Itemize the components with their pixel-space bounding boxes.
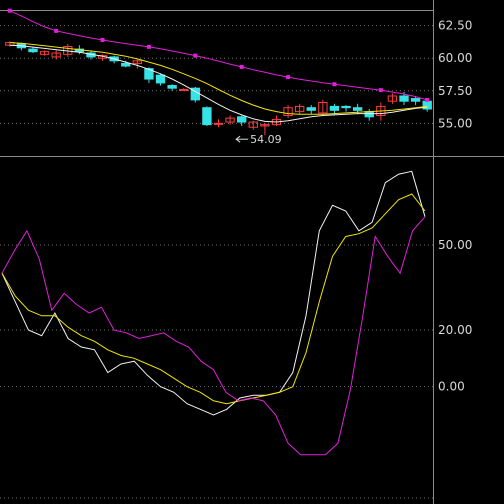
candle-down xyxy=(352,107,363,111)
candle-down xyxy=(28,48,38,53)
candle-up xyxy=(179,88,189,91)
candle-up xyxy=(248,121,258,128)
candle-up xyxy=(260,124,270,127)
candle-down xyxy=(144,68,154,80)
candle-up xyxy=(225,117,235,123)
candle-up xyxy=(213,122,224,125)
indicator-tick-label: 20.00 xyxy=(438,323,472,337)
indicator-tick-label: 0.00 xyxy=(438,380,465,394)
price-tick-label: 60.00 xyxy=(438,51,472,65)
candle-up xyxy=(5,42,15,46)
candle-down xyxy=(306,107,316,111)
candle-down xyxy=(155,74,166,84)
candle-down xyxy=(364,111,374,118)
price-ma-line xyxy=(9,44,428,123)
candle-down xyxy=(410,98,421,102)
indicator-line xyxy=(1,216,426,456)
candle-up xyxy=(318,101,328,114)
ma-marker xyxy=(425,97,430,102)
price-ma-line xyxy=(9,10,428,101)
price-ma-line xyxy=(9,42,428,115)
candle-up xyxy=(283,107,293,117)
candle-up xyxy=(39,51,50,55)
ma-marker xyxy=(100,37,105,42)
candle-up xyxy=(51,52,61,58)
ma-marker xyxy=(146,44,151,49)
candle-up xyxy=(387,95,398,102)
indicator-tick-label: 50.00 xyxy=(438,238,472,252)
low-arrow-head xyxy=(235,135,241,143)
price-tick-label: 62.50 xyxy=(438,19,472,33)
candle-down xyxy=(237,116,247,123)
price-tick-label: 55.00 xyxy=(438,116,472,130)
candle-down xyxy=(202,107,212,126)
price-tick-label: 57.50 xyxy=(438,84,472,98)
indicator-panel xyxy=(0,170,433,499)
candle-down xyxy=(341,105,351,109)
candle-down xyxy=(121,62,131,67)
indicator-line xyxy=(1,170,426,416)
candle-down xyxy=(167,85,177,89)
candle-down xyxy=(399,95,409,102)
low-price-label: 54.09 xyxy=(250,133,282,146)
y-axis-labels: 62.50 60.00 57.50 55.00 50.00 20.00 0.00 xyxy=(438,19,472,394)
ma-marker xyxy=(193,53,198,58)
ma-marker xyxy=(7,8,12,13)
candle-down xyxy=(329,105,340,111)
candle-up xyxy=(132,60,143,64)
ma-marker xyxy=(378,88,383,93)
ma-marker xyxy=(239,64,244,69)
indicator-line xyxy=(1,193,426,405)
ma-marker xyxy=(332,82,337,87)
ma-marker xyxy=(286,75,291,80)
ma-marker xyxy=(54,28,59,33)
candle-up xyxy=(294,105,305,113)
